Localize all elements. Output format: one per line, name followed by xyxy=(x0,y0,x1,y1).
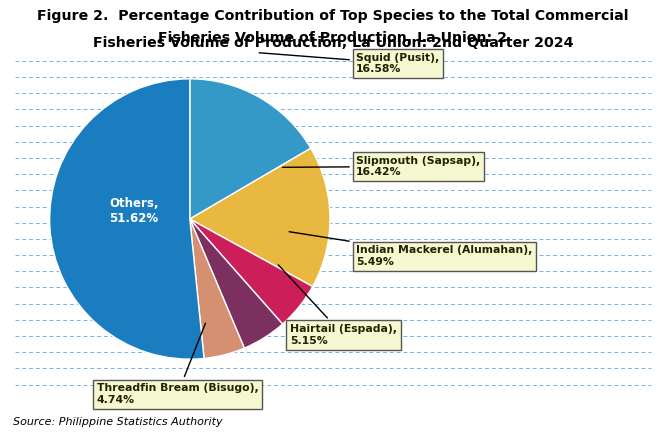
Text: Fisheries Volume of Production, La Union: 2: Fisheries Volume of Production, La Union… xyxy=(159,31,507,45)
Text: Source: Philippine Statistics Authority: Source: Philippine Statistics Authority xyxy=(13,417,223,427)
Text: Squid (Pusit),
16.58%: Squid (Pusit), 16.58% xyxy=(259,53,440,74)
Text: Others,
51.62%: Others, 51.62% xyxy=(109,197,159,225)
Wedge shape xyxy=(190,219,312,324)
Text: Figure 2.  Percentage Contribution of Top Species to the Total Commercial: Figure 2. Percentage Contribution of Top… xyxy=(37,9,629,23)
Wedge shape xyxy=(50,79,204,359)
Text: Threadfin Bream (Bisugo),
4.74%: Threadfin Bream (Bisugo), 4.74% xyxy=(97,323,258,405)
Text: Indian Mackerel (Alumahan),
5.49%: Indian Mackerel (Alumahan), 5.49% xyxy=(289,232,533,267)
Text: Fisheries Volume of Production, La Union: 2nd Quarter 2024: Fisheries Volume of Production, La Union… xyxy=(93,31,573,45)
Wedge shape xyxy=(190,148,330,286)
Wedge shape xyxy=(190,219,282,348)
Wedge shape xyxy=(190,79,311,219)
Text: Fisheries Volume of Production, La Union: 2nd Quarter 2024: Fisheries Volume of Production, La Union… xyxy=(93,36,573,50)
Text: Slipmouth (Sapsap),
16.42%: Slipmouth (Sapsap), 16.42% xyxy=(282,155,481,177)
Wedge shape xyxy=(190,219,244,358)
Text: Hairtail (Espada),
5.15%: Hairtail (Espada), 5.15% xyxy=(278,265,397,346)
